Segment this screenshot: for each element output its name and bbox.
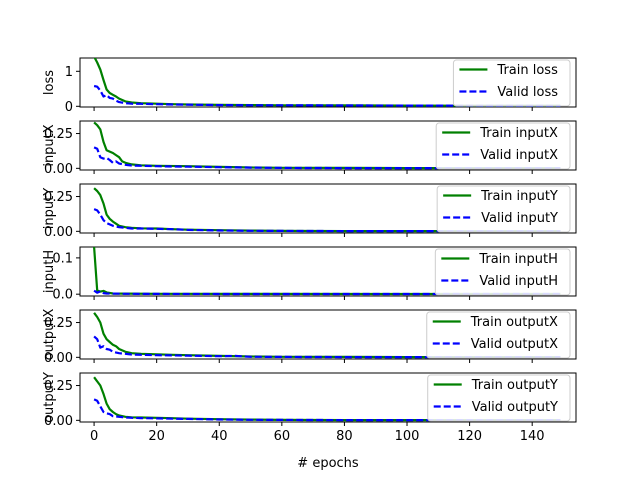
y-axis-label: outputY	[42, 372, 57, 423]
y-axis-label: outputX	[42, 309, 57, 361]
legend-label: Valid inputX	[480, 148, 558, 163]
y-tick-label: 0.00	[44, 414, 73, 429]
legend-label: Train inputY	[480, 189, 558, 204]
legend-label: Train loss	[496, 63, 558, 78]
series-line-valid-inputy	[93, 208, 561, 233]
subplot-outputY: 0.00 0.25 0 20 40 60 80 100 120 140 outputY Train o…	[42, 372, 577, 444]
plot-frame	[79, 372, 577, 423]
x-tick-label: 100	[395, 429, 420, 444]
legend-label: Valid loss	[497, 85, 558, 100]
y-tick-label: 0.00	[44, 162, 73, 177]
y-tick-label: 0.00	[44, 225, 73, 240]
y-tick-label: 0.25	[44, 127, 73, 142]
legend-label: Valid outputX	[471, 337, 558, 352]
legend-label: Train inputH	[478, 252, 558, 267]
legend-box	[426, 311, 571, 359]
plot-frame	[79, 120, 577, 171]
legend-box	[427, 374, 571, 422]
series-line-valid-inputx	[93, 146, 561, 170]
x-tick-label: 140	[520, 429, 545, 444]
legend-label: Train outputY	[471, 378, 558, 393]
series-line-valid-inputh	[93, 289, 561, 296]
x-tick-label: 20	[148, 429, 165, 444]
plot-frame	[79, 246, 577, 297]
y-tick-label: 1	[65, 65, 73, 80]
series-line-valid-outputx	[93, 335, 561, 359]
y-axis-label: loss	[42, 70, 57, 95]
legend: Train outputY Valid outputY	[427, 374, 571, 422]
series-line-valid-outputy	[93, 398, 561, 422]
plot-frame	[79, 183, 577, 234]
x-tick-label: 120	[457, 429, 482, 444]
y-axis-label: inputX	[42, 124, 57, 166]
y-tick-label: 0.25	[44, 190, 73, 205]
legend: Train inputH Valid inputH	[434, 248, 571, 296]
y-tick-label: 0.25	[44, 379, 73, 394]
y-tick-label: 0.00	[44, 351, 73, 366]
legend-label: Valid outputY	[472, 400, 558, 415]
legend-label: Valid inputH	[479, 274, 558, 289]
legend: Train inputY Valid inputY	[436, 185, 571, 233]
legend: Train outputX Valid outputX	[426, 311, 571, 359]
legend-box	[452, 59, 571, 107]
y-tick-label: 0.0	[52, 288, 73, 303]
x-tick-label: 40	[211, 429, 228, 444]
legend-box	[436, 185, 571, 233]
legend-label: Train outputX	[470, 315, 558, 330]
x-tick-label: 0	[90, 429, 98, 444]
x-tick-label: 60	[274, 429, 291, 444]
y-axis-label: inputH	[42, 250, 57, 293]
legend: Train loss Valid loss	[452, 59, 571, 107]
plot-frame	[79, 57, 577, 108]
subplot-loss: 0 1 loss Train loss Valid loss	[42, 57, 577, 115]
x-axis-label: # epochs	[297, 456, 359, 471]
legend-label: Train inputX	[479, 126, 558, 141]
legend: Train inputX Valid inputX	[435, 122, 571, 170]
series-line-valid-loss	[93, 84, 561, 107]
y-tick-label: 0.25	[44, 316, 73, 331]
x-tick-label: 80	[336, 429, 353, 444]
legend-box	[434, 248, 571, 296]
y-tick-label: 0	[65, 100, 73, 115]
plot-frame	[79, 309, 577, 360]
legend-label: Valid inputY	[481, 211, 558, 226]
y-tick-label: 0.1	[52, 251, 73, 266]
legend-box	[435, 122, 571, 170]
y-axis-label: inputY	[42, 188, 57, 229]
